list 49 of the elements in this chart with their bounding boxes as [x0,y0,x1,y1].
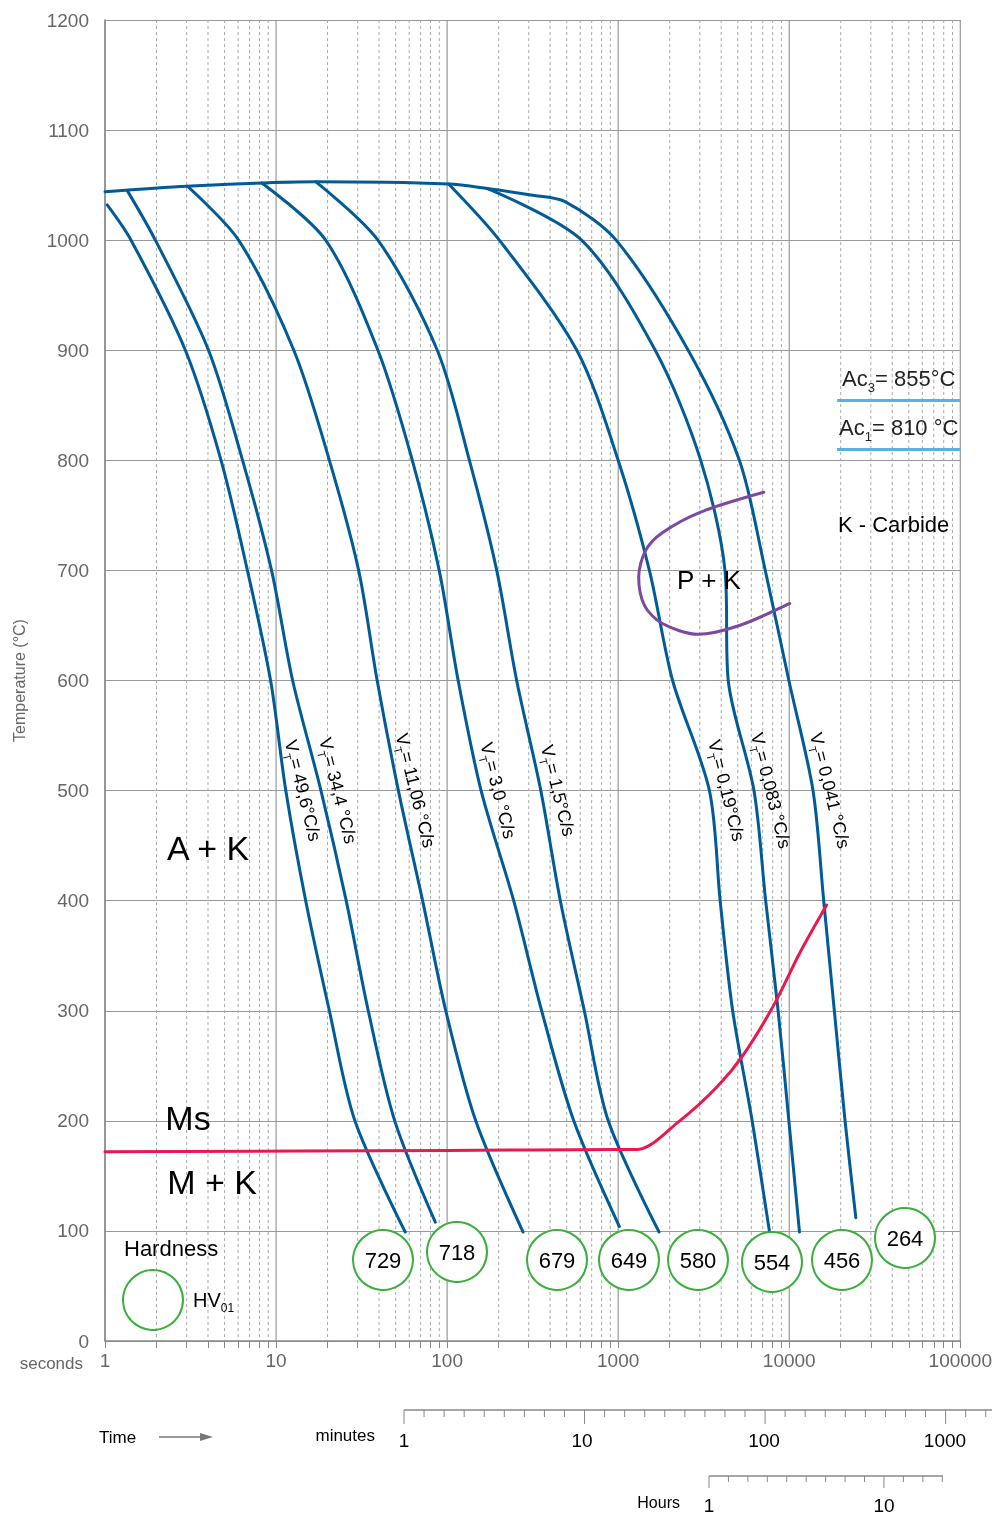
text: 10 [873,1494,895,1515]
text: 10 [571,1429,593,1451]
x-axis-title: seconds [19,1354,83,1373]
text: minutes [315,1425,375,1445]
annotation: 264 [886,1225,924,1251]
text: Time [99,1427,137,1447]
y-tick-label: 1200 [46,9,89,31]
text: VT= 1,5°C/s [536,742,579,839]
y-axis-title: Temperature (°C) [10,619,28,742]
y-tick-label: 200 [57,1110,89,1132]
annotation: Hardness [124,1235,219,1261]
y-tick-label: 1000 [46,229,89,251]
y-tick-label: 400 [57,890,89,912]
annotation: M + K [167,1163,258,1201]
x-tick-label: 10000 [762,1350,816,1371]
annotation: 456 [823,1247,861,1273]
y-tick-label: 800 [57,449,89,471]
annotation: K - Carbide [838,511,950,537]
text: VT= 11,06 °C/s [391,731,440,850]
x-tick-label: 100000 [928,1350,992,1371]
text: 1000 [923,1429,967,1451]
annotation: Ms [165,1099,211,1137]
text: 1 [703,1494,715,1515]
text: 100 [748,1429,780,1451]
y-tick-label: 0 [78,1330,89,1352]
y-tick-label: 600 [57,670,89,691]
y-tick-label: 500 [57,780,89,802]
x-tick-label: 1000 [597,1350,640,1371]
annotation: A + K [166,829,250,867]
y-tick-label: 1100 [48,119,89,141]
text: Hours [637,1493,680,1511]
text: VT= 3,0 °C/s [476,740,520,841]
text: VT= 0,19°C/s [704,737,749,844]
text: VT= 0,041 °C/s [805,730,855,851]
annotation: 554 [753,1249,791,1275]
y-tick-label: 300 [57,1000,89,1022]
annotation: 679 [538,1247,576,1273]
annotation: 580 [679,1247,717,1273]
y-tick-label: 900 [57,339,89,361]
text: VT= 0,083 °C/s [746,730,795,851]
annotation: 729 [364,1247,402,1273]
annotation: 718 [438,1239,476,1265]
annotation: 649 [610,1247,648,1273]
x-tick-label: 1 [99,1350,111,1371]
y-tick-label: 700 [57,559,89,581]
y-tick-label: 100 [57,1220,89,1242]
x-tick-label: 100 [431,1350,463,1371]
text: 1 [398,1429,410,1451]
x-tick-label: 10 [265,1350,287,1371]
